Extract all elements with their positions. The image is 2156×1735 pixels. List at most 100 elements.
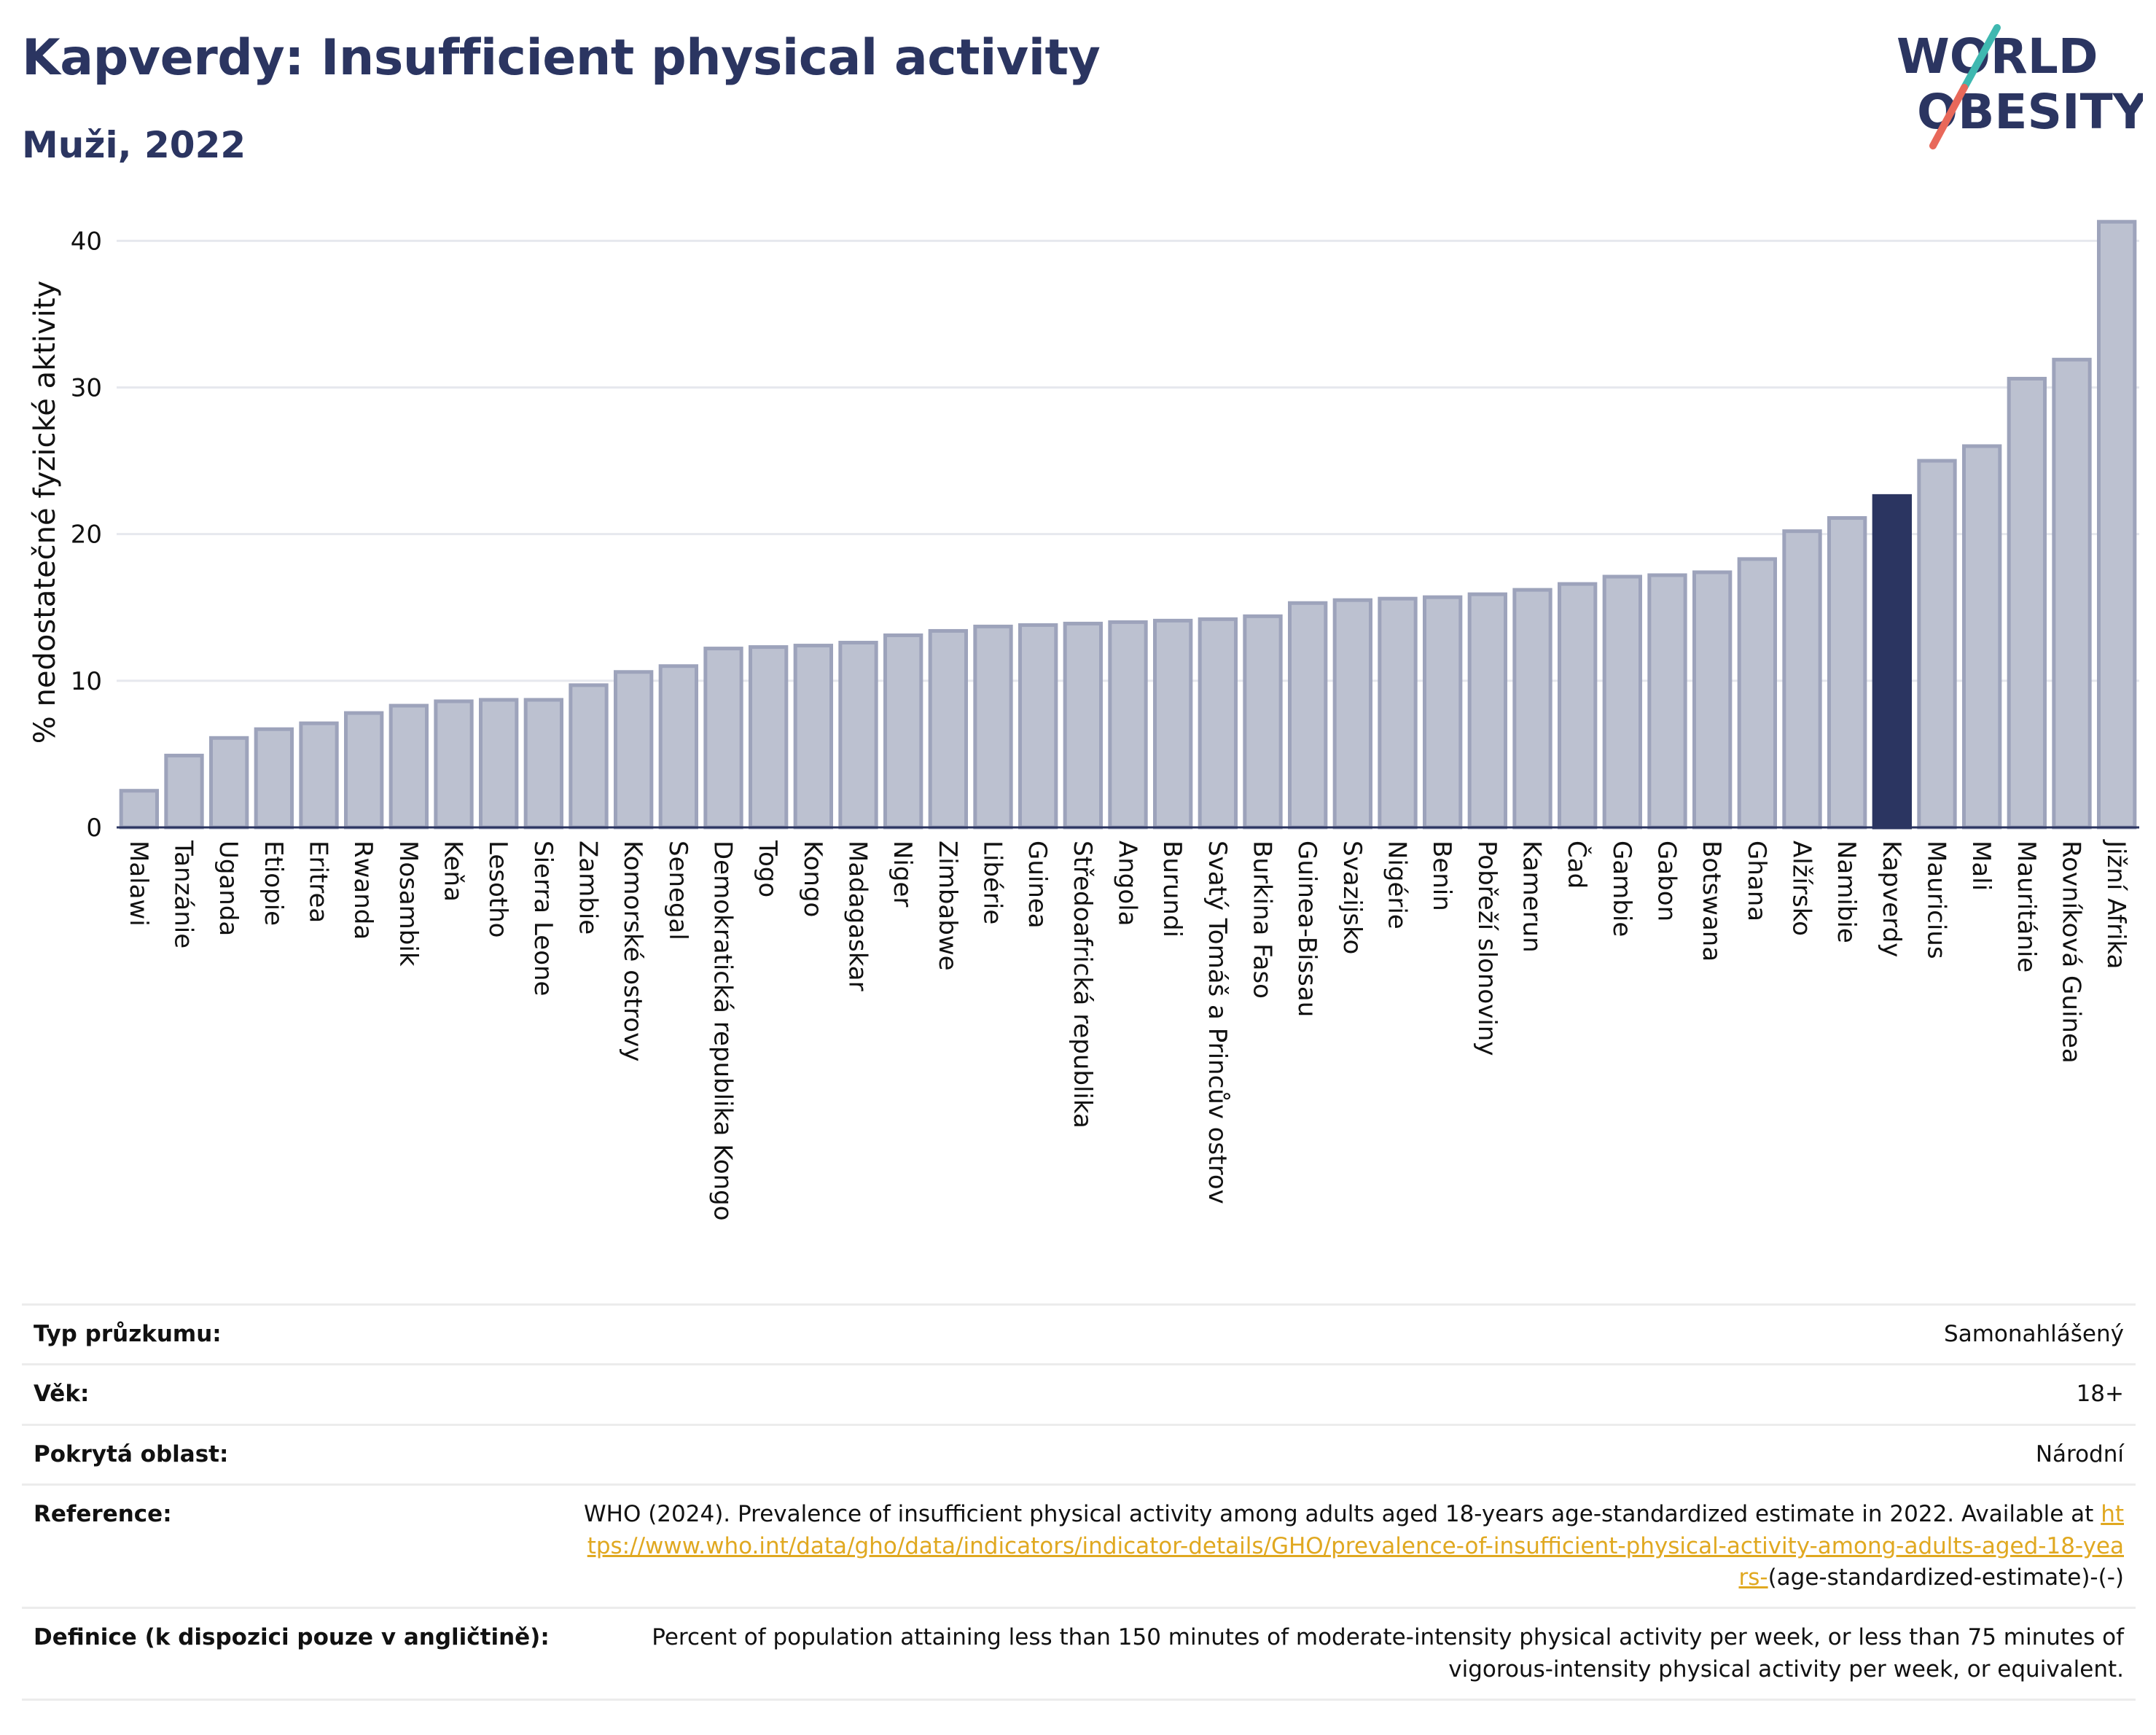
x-tick-label: Sierra Leone — [528, 841, 558, 996]
x-tick-label: Etiopie — [259, 841, 288, 926]
bar-nigérie — [1378, 596, 1418, 830]
bars — [119, 219, 2137, 830]
x-tick-label: Kamerun — [1518, 841, 1547, 953]
bar-keňa — [434, 699, 474, 830]
x-tick-label: Mosambik — [394, 841, 423, 967]
x-tick-label: Gambie — [1607, 841, 1636, 937]
bar-čad — [1558, 582, 1598, 830]
bar-zambie — [569, 683, 609, 830]
bar-tanzánie — [164, 753, 204, 830]
y-tick-label: 0 — [86, 814, 102, 843]
x-tick-label: Rwanda — [348, 841, 378, 940]
bar-burkina-faso — [1243, 614, 1283, 830]
bar-kamerun — [1512, 588, 1552, 830]
bar-ghana — [1737, 557, 1778, 830]
survey-type-value: Samonahlášený — [570, 1303, 2136, 1366]
bar-komorské-ostrovy — [614, 670, 654, 830]
logo-line1: WORLD — [1897, 28, 2098, 85]
page-subtitle: Muži, 2022 — [22, 124, 246, 166]
age-row: Věk: 18+ — [22, 1363, 2136, 1426]
bar-mali — [1962, 444, 2002, 830]
x-tick-label: Angola — [1113, 841, 1142, 926]
reference-row: Reference: WHO (2024). Prevalence of ins… — [22, 1483, 2136, 1610]
logo-slash-teal — [1961, 24, 2001, 91]
x-tick-label: Guinea — [1023, 841, 1052, 929]
x-tick-label: Kapverdy — [1877, 841, 1906, 957]
bar-sierra-leone — [523, 698, 564, 830]
x-tick-label: Pobřeží slonoviny — [1472, 841, 1501, 1056]
bar-svazijsko — [1332, 598, 1372, 830]
survey-type-row: Typ průzkumu: Samonahlášený — [22, 1303, 2136, 1366]
x-tick-label: Tanzánie — [169, 840, 198, 948]
x-tick-label: Alžírsko — [1787, 841, 1816, 936]
x-tick-label: Guinea-Bissau — [1292, 841, 1321, 1017]
y-tick-label: 30 — [71, 374, 102, 403]
x-tick-label: Mali — [1966, 841, 1996, 891]
bar-libérie — [973, 624, 1013, 830]
reference-link[interactable]: https://www.who.int/data/gho/data/indica… — [587, 1501, 2124, 1591]
x-tick-label: Rovníková Guinea — [2057, 841, 2086, 1064]
bar-malawi — [119, 789, 160, 830]
age-label: Věk: — [22, 1363, 570, 1426]
bar-demokratická-republika-kongo — [703, 647, 743, 830]
x-tick-label: Komorské ostrovy — [618, 841, 647, 1061]
x-tick-label: Togo — [753, 840, 782, 897]
x-tick-label: Namibie — [1832, 841, 1861, 943]
bar-niger — [883, 633, 923, 830]
y-tick-label: 20 — [71, 520, 102, 550]
x-tick-label: Madagaskar — [843, 841, 872, 991]
bar-lesotho — [479, 698, 519, 830]
x-tick-label: Libérie — [978, 841, 1007, 924]
bar-guinea — [1018, 623, 1058, 830]
survey-type-label: Typ průzkumu: — [22, 1303, 570, 1366]
bar-senegal — [658, 664, 699, 830]
definition-value: Percent of population attaining less tha… — [570, 1607, 2136, 1701]
x-tick-label: Zambie — [574, 841, 603, 935]
x-tick-label: Uganda — [214, 841, 243, 936]
bar-středoafrická-republika — [1063, 621, 1103, 830]
area-value: Národní — [570, 1423, 2136, 1486]
x-tick-label: Mauritánie — [2012, 841, 2041, 972]
definition-row: Definice (k dispozici pouze v angličtině… — [22, 1607, 2136, 1701]
x-tick-label: Čad — [1562, 841, 1592, 889]
x-tick-label: Nigérie — [1383, 841, 1412, 929]
x-tick-label: Lesotho — [483, 841, 512, 937]
bar-mosambik — [388, 703, 429, 830]
x-tick-label: Keňa — [439, 841, 468, 902]
y-tick-label: 10 — [71, 667, 102, 696]
bar-gabon — [1647, 573, 1687, 830]
x-tick-label: Botswana — [1697, 841, 1726, 962]
x-tick-label: Senegal — [663, 841, 692, 940]
x-tick-label: Niger — [888, 841, 917, 907]
bar-namibie — [1827, 516, 1867, 830]
definition-label: Definice (k dispozici pouze v angličtině… — [22, 1607, 570, 1701]
y-axis-ticks: 0 10 20 30 40 — [71, 227, 102, 843]
x-tick-label: Gabon — [1652, 841, 1682, 921]
x-tick-label: Jižní Afrika — [2101, 839, 2130, 970]
bar-rwanda — [344, 711, 384, 830]
world-obesity-logo: WORLD OBESITY — [1897, 24, 2143, 149]
bar-eritrea — [299, 721, 339, 830]
bar-mauricius — [1917, 459, 1957, 830]
x-tick-label: Burundi — [1157, 841, 1187, 937]
bar-mauritánie — [2007, 376, 2047, 830]
reference-text: WHO (2024). Prevalence of insufficient p… — [583, 1501, 2094, 1528]
bar-pobřeží-slonoviny — [1467, 592, 1507, 830]
bar-angola — [1108, 620, 1148, 830]
x-tick-label: Demokratická republika Kongo — [708, 841, 738, 1221]
x-tick-label: Středoafrická republika — [1068, 841, 1097, 1128]
bar-uganda — [209, 736, 249, 830]
logo-slash-red — [1929, 84, 1968, 149]
reference-value: WHO (2024). Prevalence of insufficient p… — [570, 1483, 2136, 1610]
age-value: 18+ — [570, 1363, 2136, 1426]
x-tick-label: Eritrea — [304, 841, 333, 923]
bar-burundi — [1153, 618, 1193, 830]
bar-svatý-tomáš-a-princův-ostrov — [1198, 617, 1238, 830]
area-label: Pokrytá oblast: — [22, 1423, 570, 1486]
area-row: Pokrytá oblast: Národní — [22, 1423, 2136, 1486]
x-tick-label: Benin — [1427, 841, 1456, 911]
x-tick-label: Svazijsko — [1337, 841, 1367, 954]
bar-botswana — [1692, 570, 1733, 830]
bar-etiopie — [254, 727, 294, 830]
bar-guinea-bissau — [1288, 601, 1328, 830]
